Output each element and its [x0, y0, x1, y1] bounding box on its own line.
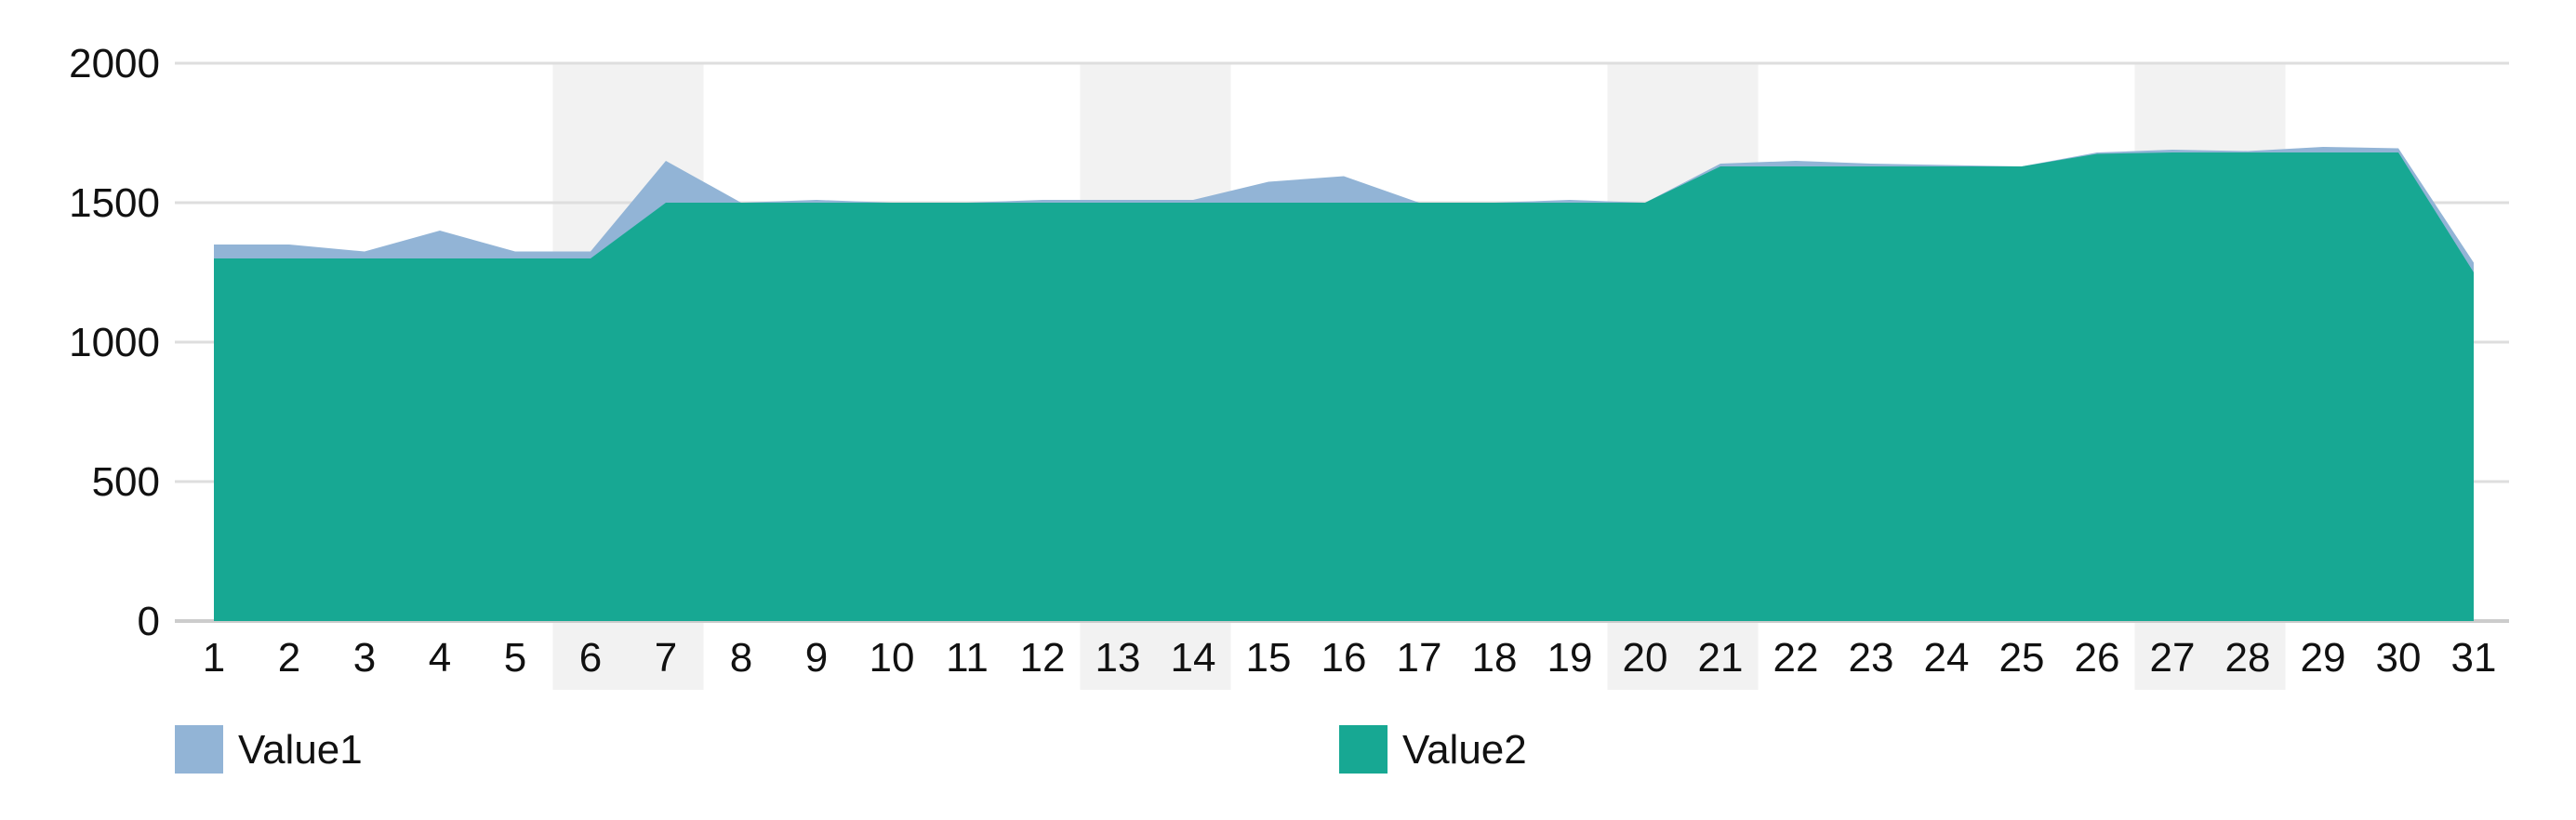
x-tick-label: 14 [1171, 635, 1216, 681]
x-tick-label: 19 [1547, 635, 1593, 681]
x-tick-label: 9 [805, 635, 828, 681]
legend-swatch [175, 725, 223, 774]
x-tick-label: 22 [1773, 635, 1819, 681]
x-tick-label: 16 [1321, 635, 1367, 681]
y-tick-label: 1500 [69, 180, 160, 226]
x-tick-label: 29 [2301, 635, 2346, 681]
legend-item-value2[interactable]: Value2 [1339, 725, 1527, 774]
x-tick-label: 24 [1924, 635, 1970, 681]
x-tick-label: 13 [1095, 635, 1141, 681]
x-tick-label: 21 [1698, 635, 1744, 681]
x-tick-label: 5 [504, 635, 526, 681]
legend-swatch [1339, 725, 1388, 774]
x-tick-label: 2 [278, 635, 300, 681]
y-tick-label: 2000 [69, 41, 160, 86]
x-tick-label: 28 [2225, 635, 2271, 681]
y-tick-label: 500 [92, 459, 160, 505]
x-tick-label: 11 [946, 635, 989, 681]
x-tick-label: 17 [1397, 635, 1442, 681]
x-tick-label: 15 [1246, 635, 1292, 681]
legend-label: Value1 [238, 727, 363, 773]
y-tick-label: 1000 [69, 320, 160, 365]
x-axis: 1 2 3 4 5 6 7 8 9 10 11 12 13 14 15 16 17 18 19 20 21 22 23 24 2… [203, 635, 2497, 681]
legend-label: Value2 [1402, 727, 1527, 773]
x-tick-label: 27 [2150, 635, 2196, 681]
x-tick-label: 1 [203, 635, 225, 681]
legend: Value1 Value2 [175, 725, 1527, 774]
x-tick-label: 3 [353, 635, 376, 681]
y-axis: 0 500 1000 1500 2000 [69, 41, 160, 644]
x-tick-label: 12 [1020, 635, 1066, 681]
x-tick-label: 30 [2376, 635, 2422, 681]
x-tick-label: 10 [870, 635, 915, 681]
legend-item-value1[interactable]: Value1 [175, 725, 363, 774]
x-tick-label: 25 [1999, 635, 2045, 681]
y-tick-label: 0 [138, 599, 160, 644]
x-tick-label: 8 [730, 635, 752, 681]
x-tick-label: 7 [655, 635, 677, 681]
area-series-value2 [214, 152, 2474, 621]
x-tick-label: 23 [1849, 635, 1894, 681]
x-tick-label: 31 [2451, 635, 2497, 681]
x-tick-label: 4 [429, 635, 451, 681]
x-tick-label: 6 [579, 635, 602, 681]
x-tick-label: 20 [1623, 635, 1668, 681]
area-series [214, 147, 2474, 621]
x-tick-label: 26 [2075, 635, 2120, 681]
x-tick-label: 18 [1472, 635, 1518, 681]
